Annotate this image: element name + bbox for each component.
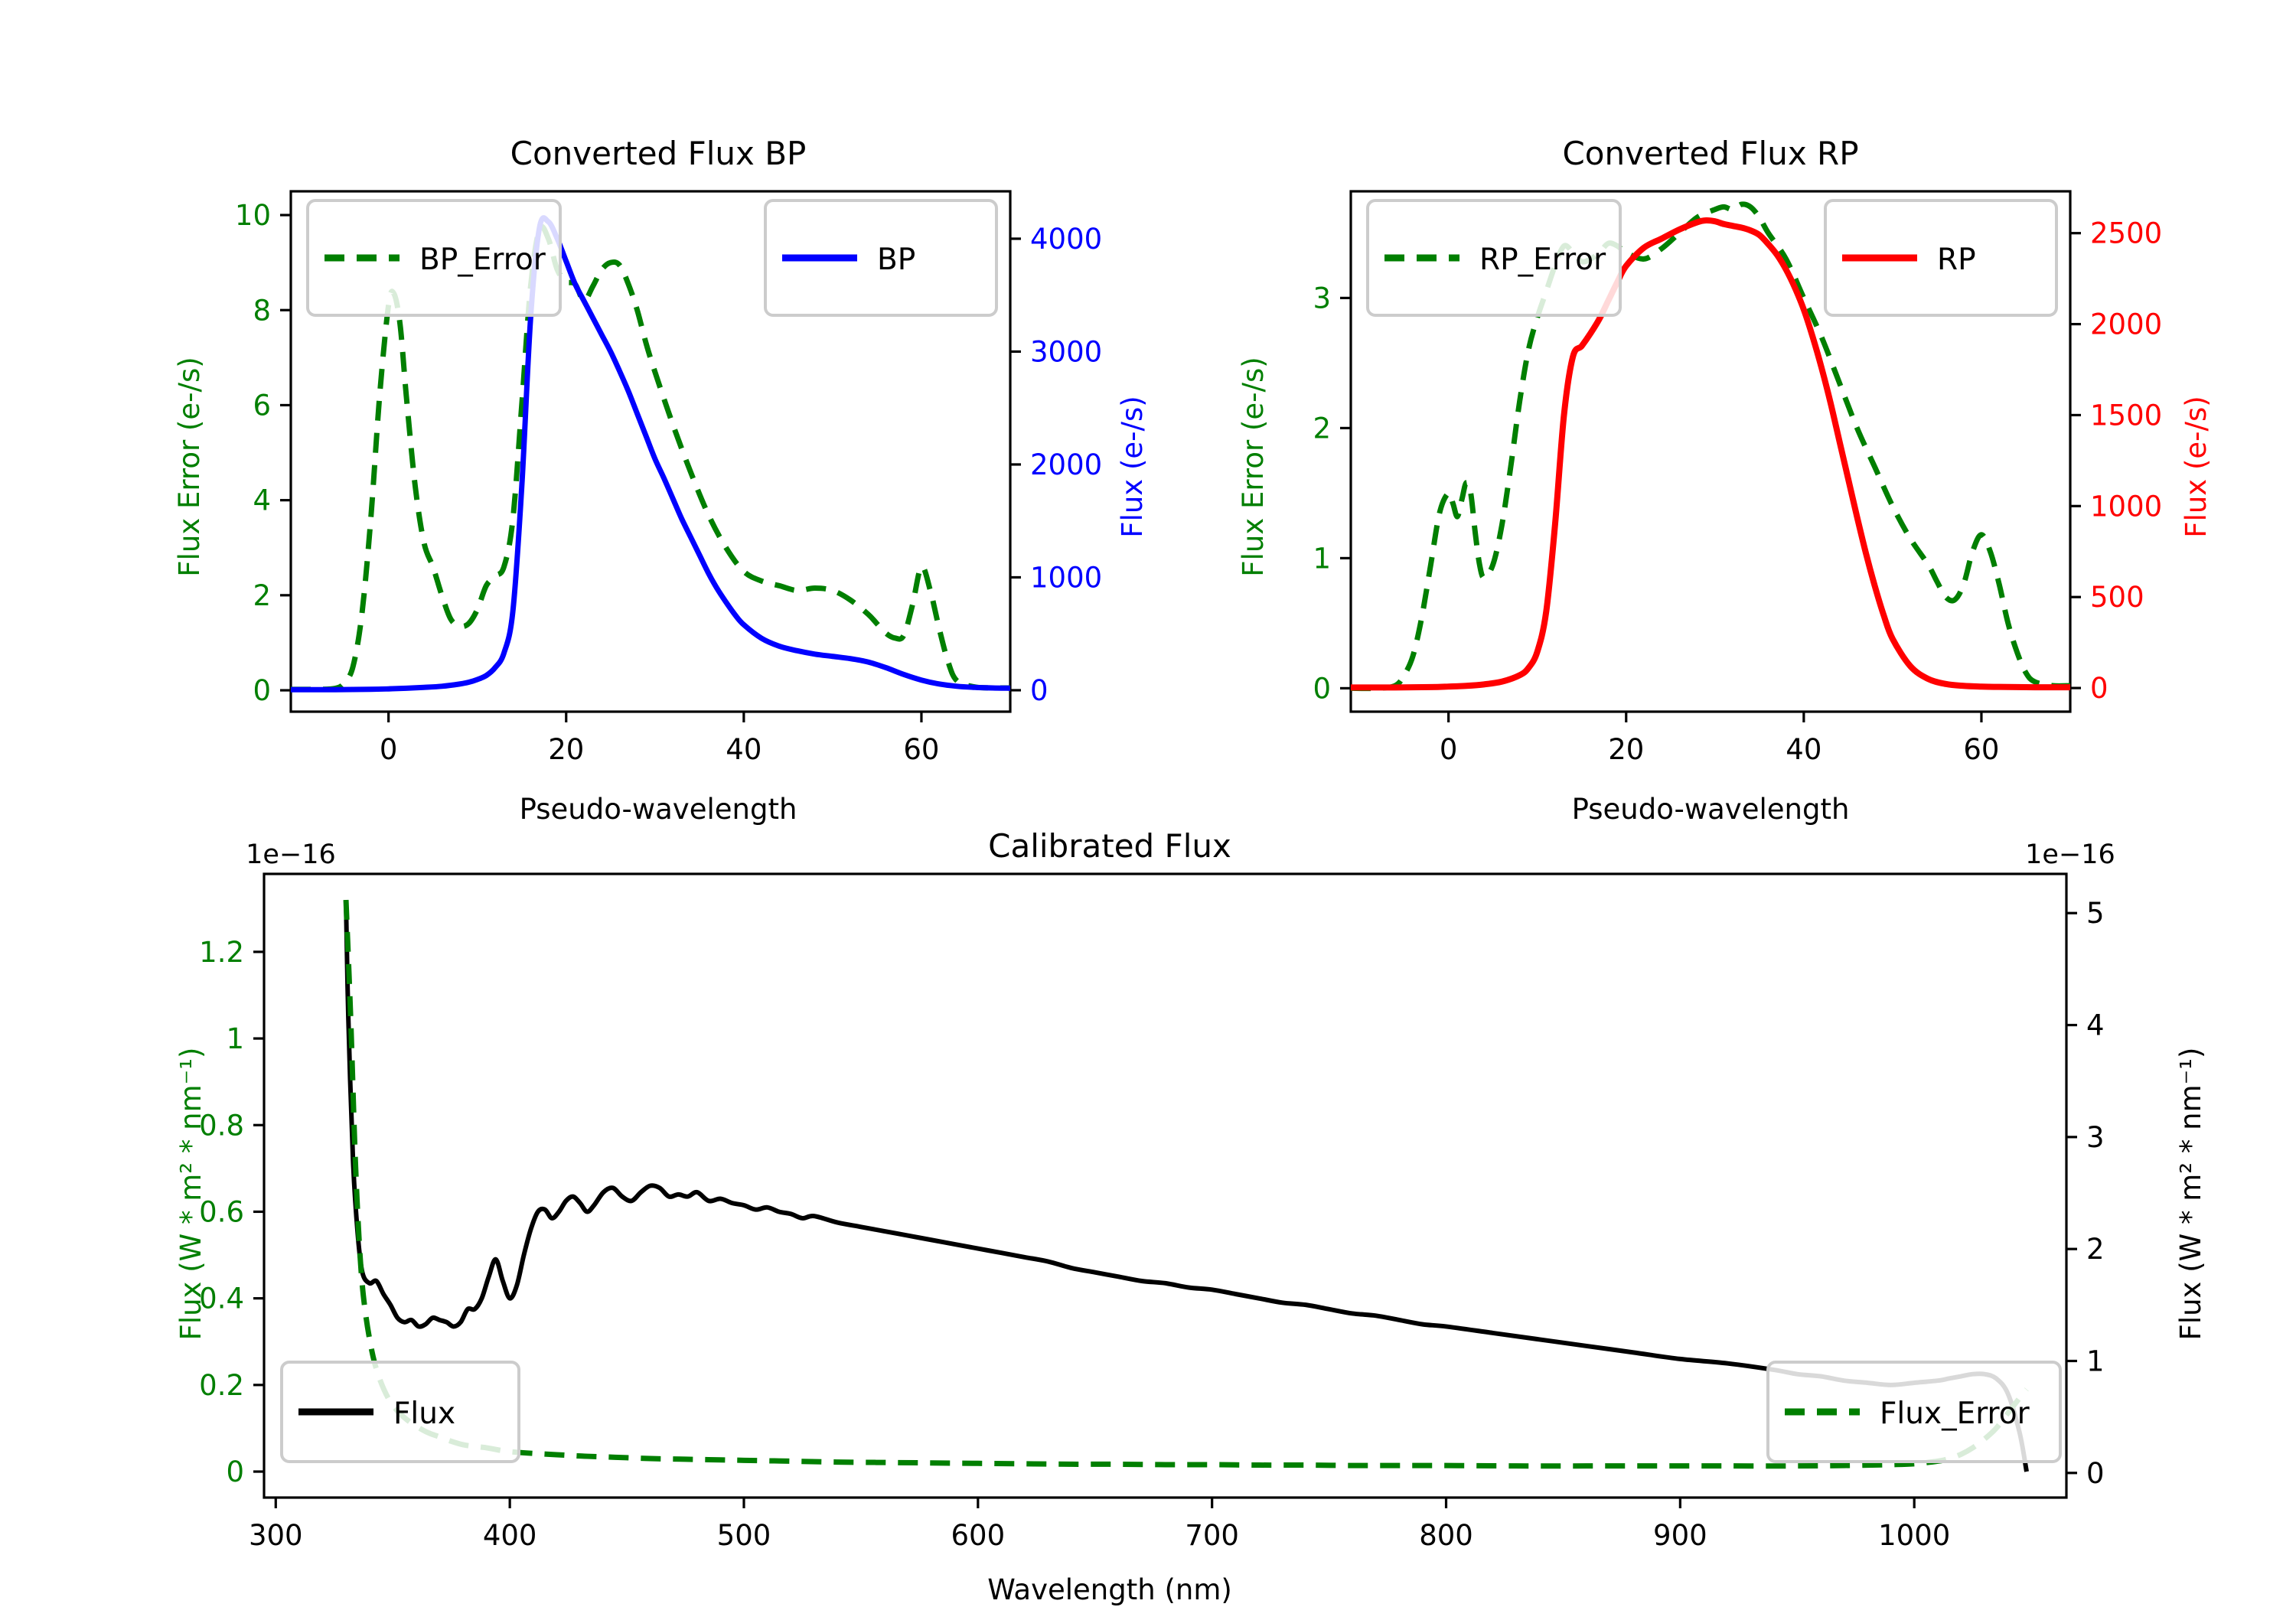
- xlabel-rp: Pseudo-wavelength: [1572, 793, 1850, 826]
- yticklabel-left-converted_flux_rp-2: 2: [1313, 412, 1331, 445]
- yticklabel-left-calibrated_flux-0: 0: [226, 1455, 244, 1488]
- legend-label-flux-error: Flux_Error: [1880, 1397, 2030, 1431]
- panel-converted-flux-rp: Converted Flux RP 0 20 40 60 0 1 2 3 0 500 1000 150…: [1148, 0, 2296, 826]
- ylabel-left-rp: Flux Error (e-/s): [1237, 357, 1270, 576]
- series-line-rp_error: [1350, 201, 2071, 692]
- yticklabel-left-converted_flux_bp-5: 10: [235, 199, 271, 232]
- legend-label-flux: Flux: [393, 1397, 455, 1431]
- chart-converted-flux-rp: Converted Flux RP 0 20 40 60 0 1 2 3 0 500 1000 150…: [1237, 135, 2213, 826]
- ylabel-left-bp: Flux Error (e-/s): [173, 357, 206, 576]
- xticklabel-calibrated_flux-4: 700: [1185, 1519, 1239, 1552]
- xticklabel-calibrated_flux-2: 500: [717, 1519, 771, 1552]
- yticklabel-left-calibrated_flux-2: 0.4: [199, 1283, 244, 1315]
- xlabel-bp: Pseudo-wavelength: [520, 793, 797, 826]
- yticklabel-left-converted_flux_rp-3: 3: [1313, 282, 1331, 315]
- yticklabel-right-converted_flux_bp-4: 4000: [1030, 223, 1102, 256]
- xticklabel-calibrated_flux-6: 900: [1653, 1519, 1707, 1552]
- series-line-bp: [290, 215, 1011, 693]
- xticklabel-converted_flux_rp-2: 40: [1786, 733, 1821, 766]
- xticklabel-calibrated_flux-1: 400: [483, 1519, 537, 1552]
- xticklabel-converted_flux_rp-0: 0: [1440, 733, 1458, 766]
- yticklabel-left-calibrated_flux-4: 0.8: [199, 1109, 244, 1142]
- yticklabel-left-calibrated_flux-1: 0.2: [199, 1369, 244, 1402]
- yticklabel-right-calibrated_flux-3: 3: [2086, 1121, 2105, 1154]
- xticklabel-converted_flux_bp-2: 40: [726, 733, 762, 766]
- panel-calibrated-flux: Calibrated Flux 1e−16 1e−16 300 400 500 600…: [0, 826, 2296, 1607]
- xticklabel-calibrated_flux-7: 1000: [1878, 1519, 1950, 1552]
- yticklabel-left-converted_flux_bp-2: 4: [253, 484, 271, 517]
- xticklabel-converted_flux_bp-1: 20: [548, 733, 584, 766]
- legend-box-rp-error: [1366, 199, 1622, 317]
- yticklabel-left-converted_flux_rp-0: 0: [1313, 672, 1331, 705]
- yticklabel-right-calibrated_flux-1: 1: [2086, 1345, 2105, 1377]
- chart-title-rp: Converted Flux RP: [1562, 135, 1858, 172]
- chart-title-bp: Converted Flux BP: [510, 135, 807, 172]
- yticklabel-right-converted_flux_rp-2: 1000: [2090, 490, 2162, 523]
- yticklabel-right-converted_flux_rp-5: 2500: [2090, 217, 2162, 250]
- yticklabel-right-calibrated_flux-5: 5: [2086, 897, 2105, 930]
- yticklabel-left-converted_flux_bp-0: 0: [253, 674, 271, 707]
- yticklabel-left-calibrated_flux-3: 0.6: [199, 1195, 244, 1228]
- offset-text-left: 1e−16: [246, 839, 336, 870]
- yticklabel-left-converted_flux_rp-1: 1: [1313, 542, 1331, 575]
- legend-label-rp: RP: [1937, 243, 1976, 277]
- series-line-flux: [344, 901, 2029, 1472]
- panel-converted-flux-bp: Converted Flux BP 0 20 40 60 0 2 4 6 8 10 0 1000 200…: [0, 0, 1149, 826]
- yticklabel-left-converted_flux_bp-4: 8: [253, 294, 271, 327]
- ylabel-right-cal: Flux (W * m² * nm⁻¹): [2174, 1048, 2207, 1341]
- xticklabel-converted_flux_rp-1: 20: [1608, 733, 1644, 766]
- legend-label-rp-error: RP_Error: [1479, 243, 1606, 277]
- chart-converted-flux-bp: Converted Flux BP 0 20 40 60 0 2 4 6 8 10 0 1000 200…: [173, 135, 1149, 826]
- yticklabel-right-converted_flux_bp-0: 0: [1030, 674, 1049, 707]
- yticklabel-left-calibrated_flux-6: 1.2: [199, 936, 244, 969]
- legend-label-bp: BP: [877, 243, 915, 277]
- legend-box-rp: [1824, 199, 2058, 317]
- legend-box-flux-error: [1766, 1361, 2062, 1463]
- xticklabel-converted_flux_rp-3: 60: [1963, 733, 1999, 766]
- xticklabel-calibrated_flux-0: 300: [249, 1519, 303, 1552]
- xticklabel-calibrated_flux-5: 800: [1419, 1519, 1473, 1552]
- yticklabel-right-converted_flux_bp-2: 2000: [1030, 448, 1102, 481]
- yticklabel-right-calibrated_flux-4: 4: [2086, 1009, 2105, 1042]
- xticklabel-converted_flux_bp-0: 0: [380, 733, 398, 766]
- yticklabel-right-converted_flux_rp-4: 2000: [2090, 308, 2162, 341]
- legend-box-flux: [280, 1361, 520, 1463]
- offset-text-right: 1e−16: [2025, 839, 2115, 870]
- series-line-rp: [1350, 217, 2070, 691]
- plot-frame-calibrated_flux: [263, 872, 2068, 1499]
- xticklabel-calibrated_flux-3: 600: [951, 1519, 1006, 1552]
- plot-frame-converted_flux_rp: [1349, 190, 2072, 713]
- chart-calibrated-flux: Calibrated Flux 1e−16 1e−16 300 400 500 600…: [174, 827, 2207, 1606]
- legend-box-bp-error: [306, 199, 562, 317]
- xticklabel-converted_flux_bp-3: 60: [903, 733, 939, 766]
- yticklabel-left-calibrated_flux-5: 1: [226, 1022, 244, 1055]
- yticklabel-right-calibrated_flux-2: 2: [2086, 1233, 2105, 1266]
- yticklabel-left-converted_flux_bp-1: 2: [253, 579, 271, 612]
- yticklabel-right-converted_flux_rp-3: 1500: [2090, 399, 2162, 432]
- legend-label-bp-error: BP_Error: [419, 243, 546, 277]
- ylabel-right-rp: Flux (e-/s): [2180, 396, 2213, 537]
- xlabel-cal: Wavelength (nm): [987, 1573, 1232, 1606]
- yticklabel-right-converted_flux_rp-1: 500: [2090, 581, 2144, 614]
- yticklabel-left-converted_flux_bp-3: 6: [253, 389, 271, 422]
- yticklabel-right-converted_flux_bp-3: 3000: [1030, 335, 1102, 368]
- yticklabel-right-converted_flux_rp-0: 0: [2090, 672, 2108, 705]
- ylabel-left-cal: Flux (W * m² * nm⁻¹): [174, 1048, 207, 1341]
- chart-title-cal: Calibrated Flux: [988, 827, 1231, 865]
- yticklabel-right-calibrated_flux-0: 0: [2086, 1457, 2105, 1490]
- yticklabel-right-converted_flux_bp-1: 1000: [1030, 561, 1102, 594]
- ylabel-right-bp: Flux (e-/s): [1116, 396, 1149, 537]
- legend-box-bp: [764, 199, 998, 317]
- plot-frame-converted_flux_bp: [289, 190, 1012, 713]
